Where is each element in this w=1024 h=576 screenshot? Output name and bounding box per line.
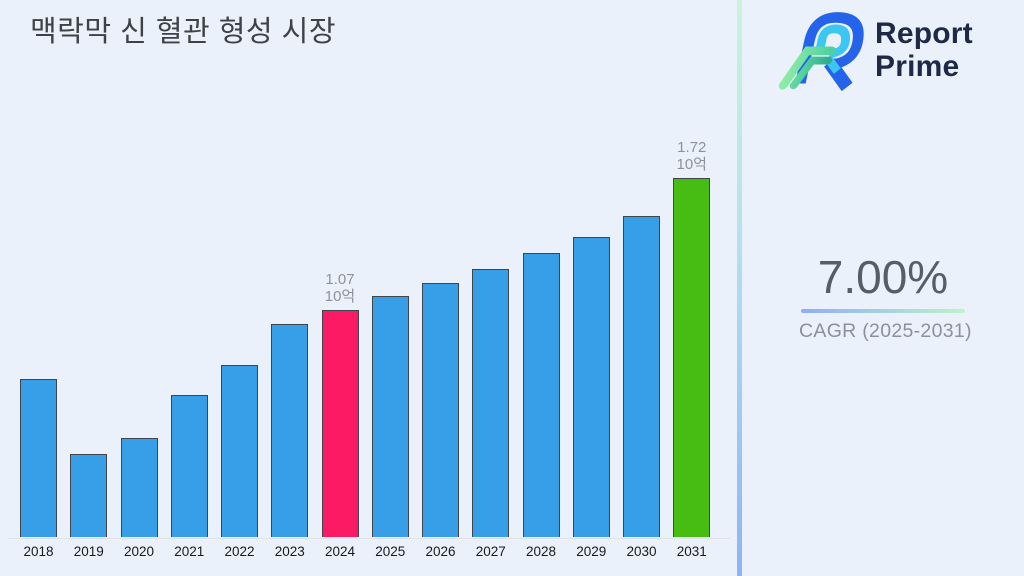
bar-2024 [321,310,359,537]
x-label-2023: 2023 [274,544,305,559]
bar-2019 [70,454,108,537]
x-label-2018: 2018 [23,544,54,559]
x-label-2020: 2020 [123,544,155,559]
bar-2027 [472,269,510,537]
bar-2022 [221,365,258,537]
x-label-2022: 2022 [224,544,255,559]
brand-name: Report Prime [875,17,973,83]
x-label-2021: 2021 [174,544,205,559]
x-label-2030: 2030 [626,544,657,559]
x-label-2031: 2031 [676,544,707,559]
report-prime-logo-icon [779,12,864,92]
brand-name-line2: Prime [875,50,960,83]
bar-2026 [422,283,459,537]
bar-label-line: 1.07 [325,271,355,288]
cagr-value: 7.00% [817,251,949,303]
bar-2020 [120,438,158,537]
bar-label-2031: 1.72 10억 [660,139,724,173]
x-label-2025: 2025 [375,544,406,559]
vertical-divider [737,0,742,576]
bar-2030 [623,216,660,537]
brand-name-line1: Report [875,17,973,50]
cagr-underline [801,309,965,313]
bar-2023 [271,324,309,537]
bar-2018 [20,379,57,537]
bar-2031 [673,178,711,537]
bar-label-2024: 1.07 10억 [308,271,372,305]
x-label-2026: 2026 [425,544,456,559]
x-axis-line [8,538,730,539]
bar-2028 [522,253,560,537]
cagr-panel: 7.00% CAGR (2025-2031) [799,250,972,343]
bar-2029 [572,237,610,537]
bar-label-line: 1.72 [677,139,707,156]
bar-chart: 2018 2019 2020 2021 2022 2023 2024 1.07 10억 2025 2… [8,139,730,559]
cagr-label: CAGR (2025-2031) [799,320,972,342]
x-label-2019: 2019 [73,544,104,559]
bar-label-line: 10억 [676,156,708,173]
bar-2021 [170,395,208,537]
page-title: 맥락막 신 혈관 형성 시장 [30,16,337,48]
bar-label-line: 10억 [324,288,356,305]
x-label-2024: 2024 [324,544,356,559]
x-label-2028: 2028 [525,544,557,559]
bar-2025 [371,296,409,537]
x-label-2027: 2027 [475,544,506,559]
x-label-2029: 2029 [576,544,607,559]
brand-logo: Report Prime [779,6,973,94]
